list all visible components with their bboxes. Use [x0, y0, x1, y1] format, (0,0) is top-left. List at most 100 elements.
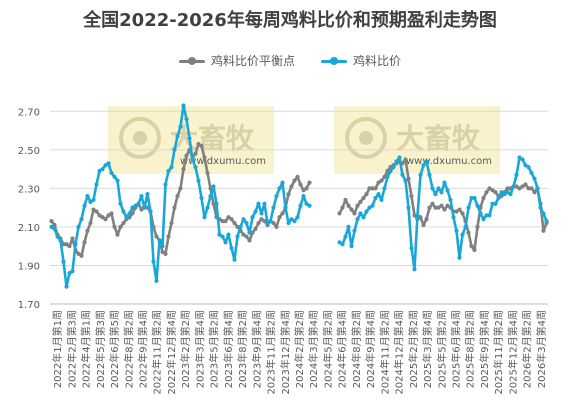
data-point: [253, 209, 258, 214]
data-point: [166, 168, 171, 174]
data-point: [253, 226, 258, 231]
data-point: [361, 195, 366, 201]
data-point: [70, 236, 75, 241]
data-point: [355, 203, 360, 208]
data-point: [520, 157, 525, 162]
data-point: [145, 192, 150, 197]
data-point: [337, 211, 342, 216]
data-point: [499, 190, 504, 195]
data-point: [226, 215, 231, 220]
x-tick-label-8: 2022年12月第4周: [165, 310, 178, 395]
x-tick-label-14: 2023年9月第4周: [250, 310, 263, 388]
y-tick-label-1: 1.90: [18, 261, 40, 272]
x-tick-label-2: 2022年4月第1周: [80, 310, 93, 388]
legend-label-balance: 鸡料比价平衡点: [210, 54, 295, 68]
data-point: [67, 244, 72, 249]
legend: 鸡料比价平衡点 鸡料比价: [0, 52, 580, 69]
data-point: [532, 176, 537, 181]
data-point: [523, 163, 528, 168]
data-point: [271, 220, 276, 226]
watermark-logo-ring: [345, 117, 387, 159]
series-0: [49, 141, 549, 258]
data-point: [511, 184, 516, 189]
x-tick-label-10: 2023年3月第4周: [193, 310, 206, 388]
data-point: [523, 182, 528, 187]
data-point: [184, 153, 189, 158]
data-point: [454, 228, 459, 233]
data-point: [430, 201, 435, 206]
data-point: [199, 195, 204, 201]
data-point: [445, 203, 450, 208]
data-point: [196, 141, 201, 147]
data-point: [235, 234, 240, 239]
data-point: [97, 168, 102, 174]
legend-label-ratio: 鸡料比价: [353, 54, 402, 68]
data-point: [163, 182, 168, 187]
data-point: [343, 234, 348, 239]
data-point: [493, 190, 498, 195]
data-point: [367, 205, 372, 210]
data-point: [445, 188, 450, 193]
data-point: [181, 103, 186, 108]
data-point: [427, 172, 432, 177]
data-point: [412, 213, 417, 218]
data-point: [73, 242, 78, 247]
x-tick-label-34: 2026年3月第4周: [535, 310, 548, 388]
data-point: [154, 278, 159, 283]
watermark-logo-dot: [133, 131, 147, 145]
data-point: [238, 224, 243, 230]
data-point: [442, 207, 447, 212]
data-point: [421, 222, 426, 228]
data-point: [244, 234, 249, 239]
x-tick-label-26: 2025年3月第4周: [421, 310, 434, 388]
data-point: [370, 186, 375, 191]
data-point: [211, 201, 216, 206]
data-point: [202, 215, 207, 220]
y-tick-label-3: 2.30: [18, 184, 40, 195]
x-tick-label-33: 2026年2月第2周: [521, 310, 534, 388]
data-point: [118, 224, 123, 230]
data-point: [91, 197, 96, 203]
data-point: [271, 205, 276, 210]
data-point: [106, 213, 111, 218]
data-point: [364, 209, 369, 214]
data-point: [118, 201, 123, 206]
data-point: [421, 163, 426, 168]
data-point: [211, 184, 216, 189]
data-point: [373, 186, 378, 191]
data-point: [301, 188, 306, 193]
data-point: [439, 190, 444, 195]
data-point: [472, 195, 477, 201]
data-point: [520, 184, 525, 189]
data-point: [484, 190, 489, 195]
data-point: [373, 195, 378, 201]
data-point: [229, 217, 234, 222]
data-point: [292, 178, 297, 183]
data-point: [349, 244, 354, 249]
data-point: [163, 251, 168, 256]
data-point: [346, 203, 351, 208]
data-point: [391, 165, 396, 170]
x-tick-label-11: 2023年5月第2周: [208, 310, 221, 388]
data-point: [199, 143, 204, 149]
data-point: [469, 195, 474, 201]
data-point: [532, 190, 537, 195]
x-tick-label-6: 2022年9月第4周: [136, 310, 149, 388]
x-tick-label-4: 2022年6月第5周: [108, 310, 121, 388]
data-point: [463, 224, 468, 230]
data-point: [424, 159, 429, 164]
data-point: [415, 213, 420, 218]
data-point: [166, 234, 171, 239]
data-point: [115, 232, 120, 237]
data-point: [67, 271, 72, 276]
data-point: [286, 220, 291, 226]
data-point: [385, 174, 390, 179]
data-point: [478, 211, 483, 216]
data-point: [340, 242, 345, 247]
data-point: [460, 211, 465, 216]
data-point: [292, 219, 297, 224]
x-tick-label-3: 2022年5月第3周: [94, 310, 107, 388]
data-point: [178, 124, 183, 129]
